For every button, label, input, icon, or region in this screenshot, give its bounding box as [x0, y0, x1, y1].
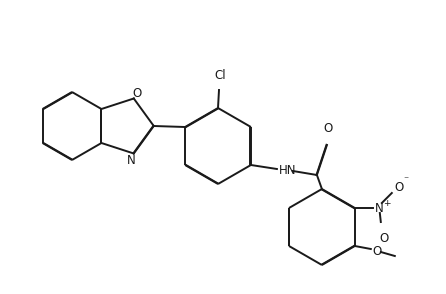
- Text: ⁻: ⁻: [404, 175, 409, 185]
- Text: HN: HN: [279, 163, 297, 176]
- Text: O: O: [323, 122, 333, 135]
- Text: N: N: [375, 201, 384, 215]
- Text: O: O: [395, 181, 404, 193]
- Text: +: +: [383, 198, 390, 208]
- Text: O: O: [380, 231, 389, 245]
- Text: N: N: [126, 154, 135, 167]
- Text: Cl: Cl: [214, 69, 226, 82]
- Text: O: O: [132, 87, 141, 100]
- Text: O: O: [373, 245, 382, 258]
